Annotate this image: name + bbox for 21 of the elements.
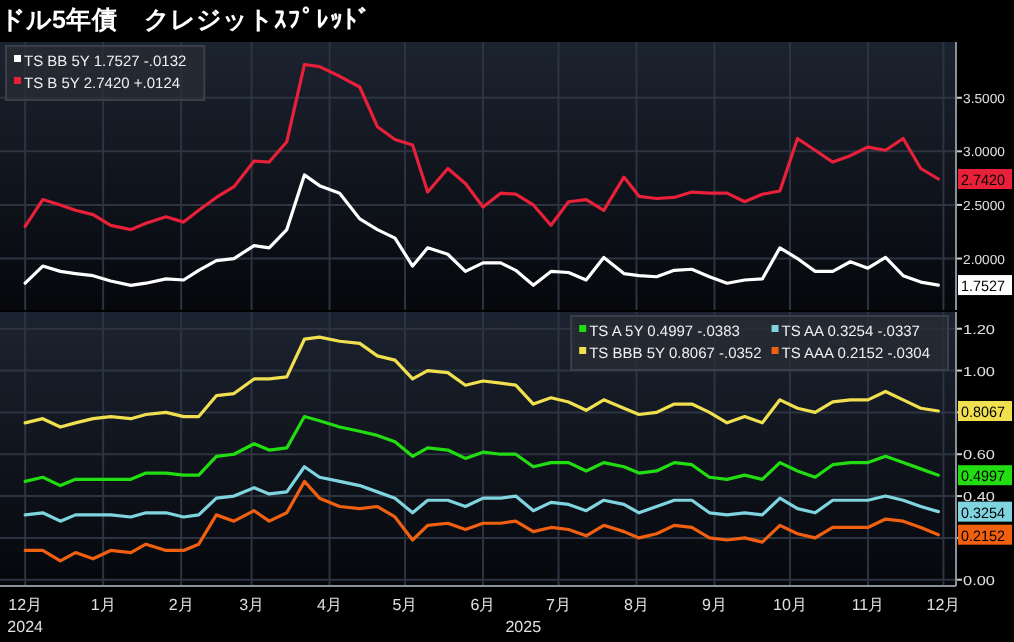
x-tick-label: 5月 xyxy=(392,596,418,614)
x-tick-label: 3月 xyxy=(239,596,265,614)
x-tick-label: 10月 xyxy=(773,596,807,614)
x-tick-label: 4月 xyxy=(317,596,343,614)
x-tick-label: 1月 xyxy=(90,596,116,614)
x-tick-label: 7月 xyxy=(546,596,571,614)
line-series xyxy=(23,335,940,429)
line-series xyxy=(23,414,940,488)
line-series xyxy=(23,465,940,523)
chart-title: ドル5年債 クレジットｽﾌﾟﾚｯﾄﾞ xyxy=(0,4,372,34)
text: 2024 xyxy=(7,618,45,636)
x-tick-label: 9月 xyxy=(702,596,727,614)
line-series xyxy=(23,173,940,287)
x-tick-label: 2月 xyxy=(168,596,194,614)
x-tick-label: 11月 xyxy=(851,596,885,614)
text: 2025 xyxy=(505,618,543,636)
x-tick-label: 6月 xyxy=(470,596,496,614)
x-tick-label: 12月 xyxy=(926,596,961,614)
x-tick-label: 8月 xyxy=(624,596,649,614)
x-tick-label: 12月 xyxy=(8,596,43,614)
line-series xyxy=(23,479,940,563)
